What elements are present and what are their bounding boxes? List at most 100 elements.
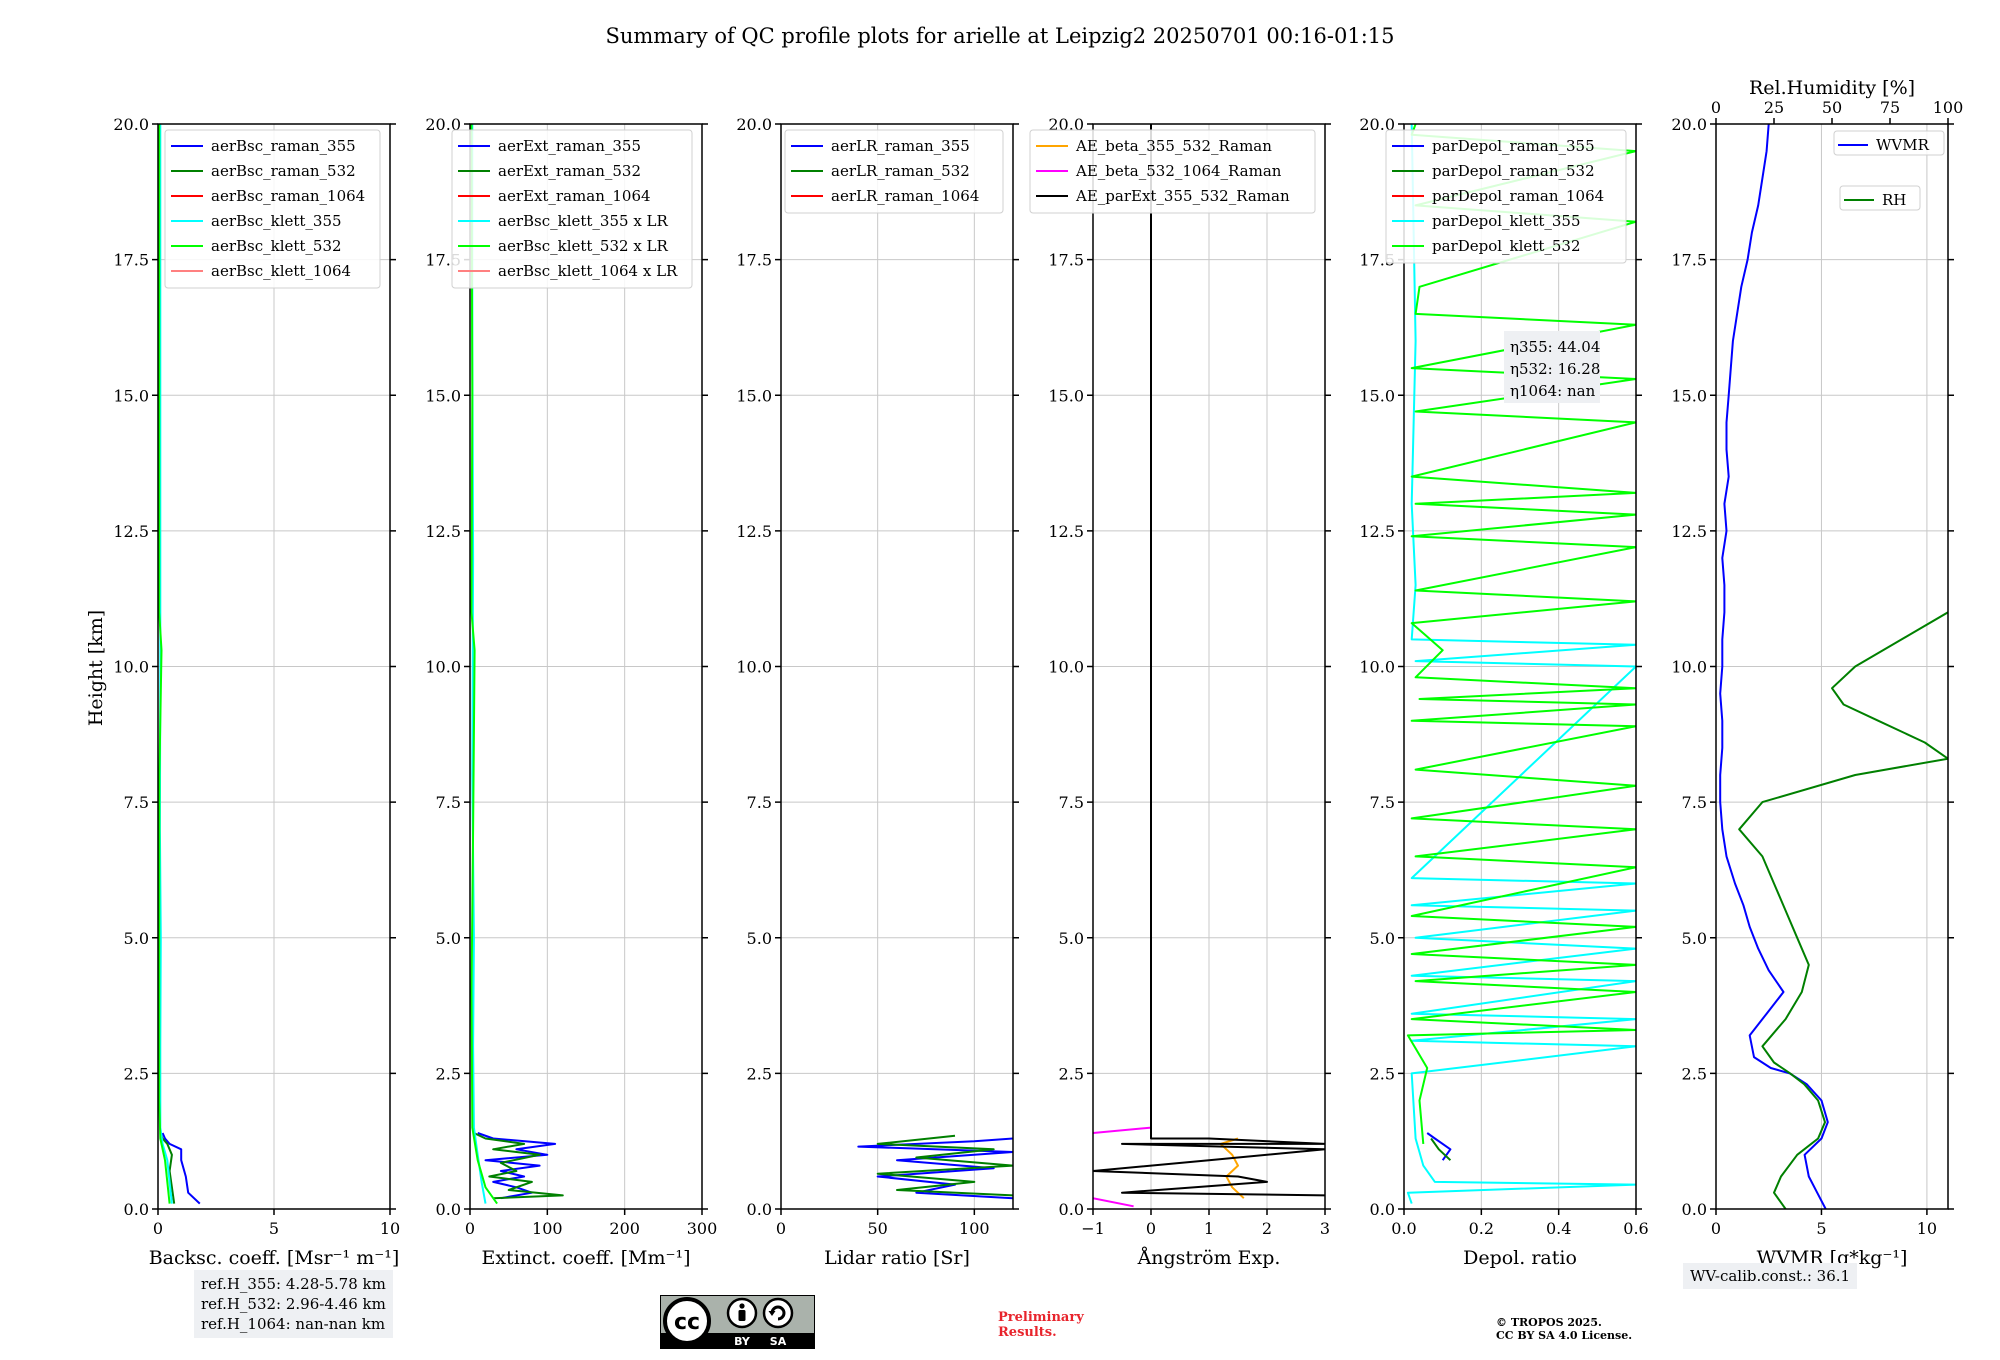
x-tick-label: 10	[1917, 1219, 1937, 1238]
legend-box	[164, 129, 381, 289]
x-tick-label: 200	[609, 1219, 640, 1238]
legend-label: RH	[1882, 191, 1906, 209]
legend-box	[1029, 129, 1316, 214]
series-line-aerBsc_klett_355	[158, 124, 173, 1204]
ref-height-1064: ref.H_1064: nan-nan km	[201, 1315, 386, 1333]
y-tick-label: 15.0	[1048, 386, 1084, 405]
y-tick-label: 12.5	[113, 522, 149, 541]
x-tick-label: 0.6	[1623, 1219, 1648, 1238]
top-x-tick-label: 50	[1822, 98, 1842, 117]
legend: aerExt_raman_355 aerExt_raman_532 aerExt_r…	[451, 129, 693, 289]
copyright-notice: © TROPOS 2025. CC BY SA 4.0 License.	[1496, 1316, 1632, 1342]
series-line-AE_parExt_355_532_Raman	[1093, 124, 1325, 1197]
series-line-aerLR_raman_355	[857, 1137, 1013, 1200]
data-lines	[470, 124, 564, 1205]
ref-height-355: ref.H_355: 4.28-5.78 km	[201, 1275, 386, 1293]
preliminary-notice: Preliminary Results.	[998, 1310, 1084, 1340]
legend-box	[1385, 129, 1627, 264]
legend-label: AE_parExt_355_532_Raman	[1075, 187, 1290, 205]
y-tick-label: 10.0	[1671, 658, 1707, 677]
x-axis-label: Depol. ratio	[1463, 1247, 1577, 1269]
x-axis-label: Ångström Exp.	[1137, 1247, 1281, 1269]
y-tick-label: 15.0	[113, 386, 149, 405]
y-tick-label: 15.0	[425, 386, 461, 405]
y-tick-label: 10.0	[1359, 658, 1395, 677]
eta-annotation: η355: 44.04 η532: 16.28 η1064: nan	[1504, 331, 1600, 403]
series-line-parDepol_klett_355	[1406, 124, 1636, 1204]
legend-item: WVMR	[1833, 130, 1945, 156]
x-tick-label: 0	[465, 1219, 475, 1238]
legend-label: aerBsc_raman_1064	[211, 187, 365, 205]
legend-box	[1833, 130, 1945, 156]
series-line-AE_beta_532_1064_Raman	[1093, 1197, 1134, 1208]
annotation-box	[1504, 331, 1600, 403]
y-tick-label: 10.0	[1048, 658, 1084, 677]
legend-label: aerBsc_raman_532	[211, 162, 356, 180]
panel-backscatter: 0.0 2.5 5.0 7.5 10.0 12.5 15.0 17.5 20.0 0 5 10 Back…	[113, 115, 400, 1269]
x-tick-label: 2	[1262, 1219, 1272, 1238]
wv-calibration-text: WV-calib.const.: 36.1	[1690, 1267, 1851, 1285]
x-tick-label: 50	[867, 1219, 887, 1238]
legend-label: parDepol_klett_355	[1432, 212, 1581, 230]
x-tick-label: 3	[1320, 1219, 1330, 1238]
preliminary-line-2: Results.	[998, 1325, 1057, 1340]
y-tick-label: 0.0	[747, 1200, 772, 1219]
y-tick-label: 5.0	[124, 929, 149, 948]
y-tick-label: 10.0	[736, 658, 772, 677]
ref-height-532: ref.H_532: 2.96-4.46 km	[201, 1295, 386, 1313]
series-line-aerBsc_raman_355	[161, 1132, 201, 1205]
legend-label: aerLR_raman_355	[831, 137, 970, 155]
x-axis-label: Backsc. coeff. [Msr⁻¹ m⁻¹]	[149, 1247, 400, 1269]
y-tick-label: 17.5	[113, 251, 149, 270]
x-tick-label: 5	[1816, 1219, 1826, 1238]
data-lines	[1406, 124, 1636, 1204]
legend: AE_beta_355_532_Raman AE_beta_532_1064_Ra…	[1029, 129, 1316, 214]
cc-by-sa-license-icon: cc BY SA	[660, 1295, 815, 1349]
y-tick-label: 10.0	[425, 658, 461, 677]
figure-title: Summary of QC profile plots for arielle …	[605, 24, 1394, 48]
y-tick-label: 17.5	[1048, 251, 1084, 270]
x-tick-label: 300	[687, 1219, 718, 1238]
x-tick-label: 0.4	[1546, 1219, 1571, 1238]
y-tick-label: 12.5	[1048, 522, 1084, 541]
y-tick-label: 17.5	[1671, 251, 1707, 270]
top-x-tick-label: 25	[1764, 98, 1784, 117]
legend-label: aerBsc_klett_532 x LR	[498, 237, 669, 255]
y-tick-label: 7.5	[1370, 793, 1395, 812]
copyright-line-2: CC BY SA 4.0 License.	[1496, 1329, 1633, 1342]
y-tick-label: 20.0	[736, 115, 772, 134]
legend-label: WVMR	[1876, 136, 1930, 154]
legend-label: parDepol_raman_355	[1432, 137, 1595, 155]
y-tick-label: 7.5	[747, 793, 772, 812]
y-tick-label: 2.5	[747, 1064, 772, 1083]
preliminary-line-1: Preliminary	[998, 1310, 1084, 1325]
x-tick-label: 5	[269, 1219, 279, 1238]
annotation-line: η1064: nan	[1510, 382, 1596, 400]
y-tick-label: 20.0	[113, 115, 149, 134]
legend-box	[1839, 185, 1921, 211]
x-tick-label: 1	[1204, 1219, 1214, 1238]
legend: parDepol_raman_355 parDepol_raman_532 parD…	[1385, 129, 1627, 264]
y-tick-label: 12.5	[425, 522, 461, 541]
series-line-aerLR_raman_532	[876, 1134, 1013, 1197]
legend-label: aerBsc_klett_355	[211, 212, 342, 230]
cc-by-label: BY	[734, 1335, 751, 1348]
legend-label: aerExt_raman_532	[498, 162, 641, 180]
legend-label: aerBsc_klett_1064	[211, 262, 351, 280]
legend-label: parDepol_klett_532	[1432, 237, 1581, 255]
legend-label: AE_beta_532_1064_Raman	[1075, 162, 1282, 180]
series-line-parDepol_raman_532	[1430, 1137, 1452, 1161]
y-axis-label: Height [km]	[85, 610, 107, 726]
data-lines	[1093, 124, 1325, 1208]
series-line-aerExt_raman_532	[473, 1132, 564, 1200]
data-lines	[857, 1134, 1013, 1200]
x-axis-label: Lidar ratio [Sr]	[824, 1247, 970, 1269]
panel-extinction: 0.02.55.07.510.012.515.017.520.00 100 200 3…	[425, 115, 717, 1269]
y-tick-label: 0.0	[1370, 1200, 1395, 1219]
y-tick-label: 2.5	[1682, 1064, 1707, 1083]
annotation-line: η532: 16.28	[1510, 360, 1600, 378]
y-tick-label: 5.0	[1059, 929, 1084, 948]
y-tick-label: 2.5	[1370, 1064, 1395, 1083]
series-line-aerBsc_klett_532 x LR	[470, 124, 498, 1205]
panel-angstrom: 0.0 2.5 5.0 7.5 10.0 12.5 15.0 17.5 20.0 −1 0 1 2 3 Ån…	[1029, 115, 1331, 1269]
